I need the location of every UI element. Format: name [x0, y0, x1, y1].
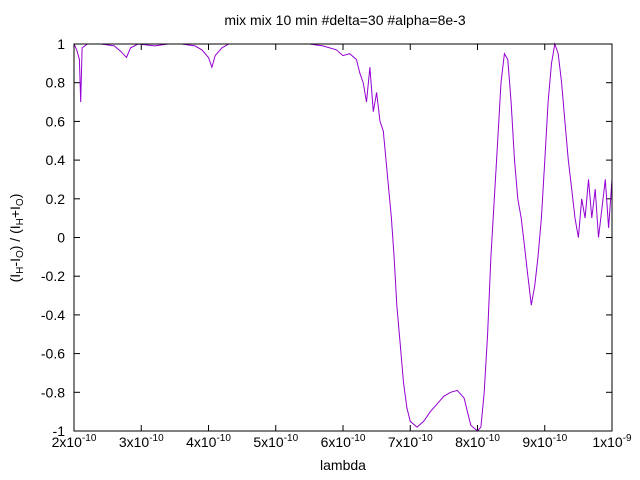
x-tick-label: 8x10-10 [455, 433, 500, 450]
y-tick-label: -1 [53, 423, 66, 439]
x-axis-label: lambda [320, 457, 366, 473]
x-tick-exponent: -10 [82, 433, 97, 444]
y-tick-label: -0.6 [41, 346, 65, 362]
y-tick-label: 1 [57, 36, 65, 52]
x-tick-label: 1x10-9 [592, 433, 632, 450]
x-tick-mantissa: 6x10 [321, 434, 352, 450]
y-tick-label: 0.4 [46, 152, 66, 168]
x-tick-label: 4x10-10 [186, 433, 231, 450]
x-tick-label: 2x10-10 [52, 433, 97, 450]
x-tick-exponent: -10 [149, 433, 164, 444]
y-axis: 1 0.8 0.6 0.4 0.2 0 -0.2 -0.4 -0.6 -0.8 -1 [41, 36, 612, 439]
x-axis: 2x10-10 3x10-10 4x10-10 5x10-10 6x10-10 7x10-… [52, 44, 632, 450]
x-tick-label: 3x10-10 [119, 433, 164, 450]
plot-frame [73, 43, 613, 432]
x-tick-mantissa: 8x10 [455, 434, 486, 450]
x-tick-exponent: -10 [553, 433, 568, 444]
y-tick-label: -0.8 [41, 384, 65, 400]
y-tick-label: 0.6 [46, 113, 66, 129]
x-tick-exponent: -10 [284, 433, 299, 444]
y-label-sub-h1: H [15, 267, 26, 274]
y-label-sub-o1: O [15, 250, 26, 258]
x-tick-mantissa: 2x10 [52, 434, 83, 450]
y-tick-label: -0.4 [41, 307, 65, 323]
y-label-part5: ) [7, 194, 23, 199]
y-tick-label: -0.2 [41, 268, 65, 284]
series-line [73, 42, 613, 432]
y-label-part2: -I [7, 258, 23, 267]
x-tick-label: 6x10-10 [321, 433, 366, 450]
y-axis-label: (IH-IO) / (IH+IO) [7, 194, 26, 283]
y-label-sub-o2: O [15, 198, 26, 206]
x-tick-mantissa: 7x10 [388, 434, 419, 450]
y-tick-label: 0.8 [46, 75, 66, 91]
x-tick-label: 5x10-10 [253, 433, 298, 450]
x-tick-mantissa: 3x10 [119, 434, 150, 450]
x-tick-exponent: -10 [485, 433, 500, 444]
y-label-part3: ) / (I [7, 225, 23, 250]
series-group [73, 42, 613, 432]
y-tick-label: 0.2 [46, 191, 66, 207]
x-tick-mantissa: 9x10 [522, 434, 553, 450]
y-label-part4: +I [7, 206, 23, 218]
x-tick-mantissa: 5x10 [253, 434, 284, 450]
y-label-sub-h2: H [15, 218, 26, 225]
x-tick-exponent: -10 [216, 433, 231, 444]
x-tick-exponent: -10 [418, 433, 433, 444]
x-tick-label: 9x10-10 [522, 433, 567, 450]
x-tick-exponent: -10 [351, 433, 366, 444]
x-tick-label: 7x10-10 [388, 433, 433, 450]
x-tick-mantissa: 1x10 [592, 434, 623, 450]
x-tick-mantissa: 4x10 [186, 434, 217, 450]
y-tick-label: 0 [57, 230, 65, 246]
chart-title: mix mix 10 min #delta=30 #alpha=8e-3 [224, 12, 465, 28]
x-tick-exponent: -9 [623, 433, 632, 444]
